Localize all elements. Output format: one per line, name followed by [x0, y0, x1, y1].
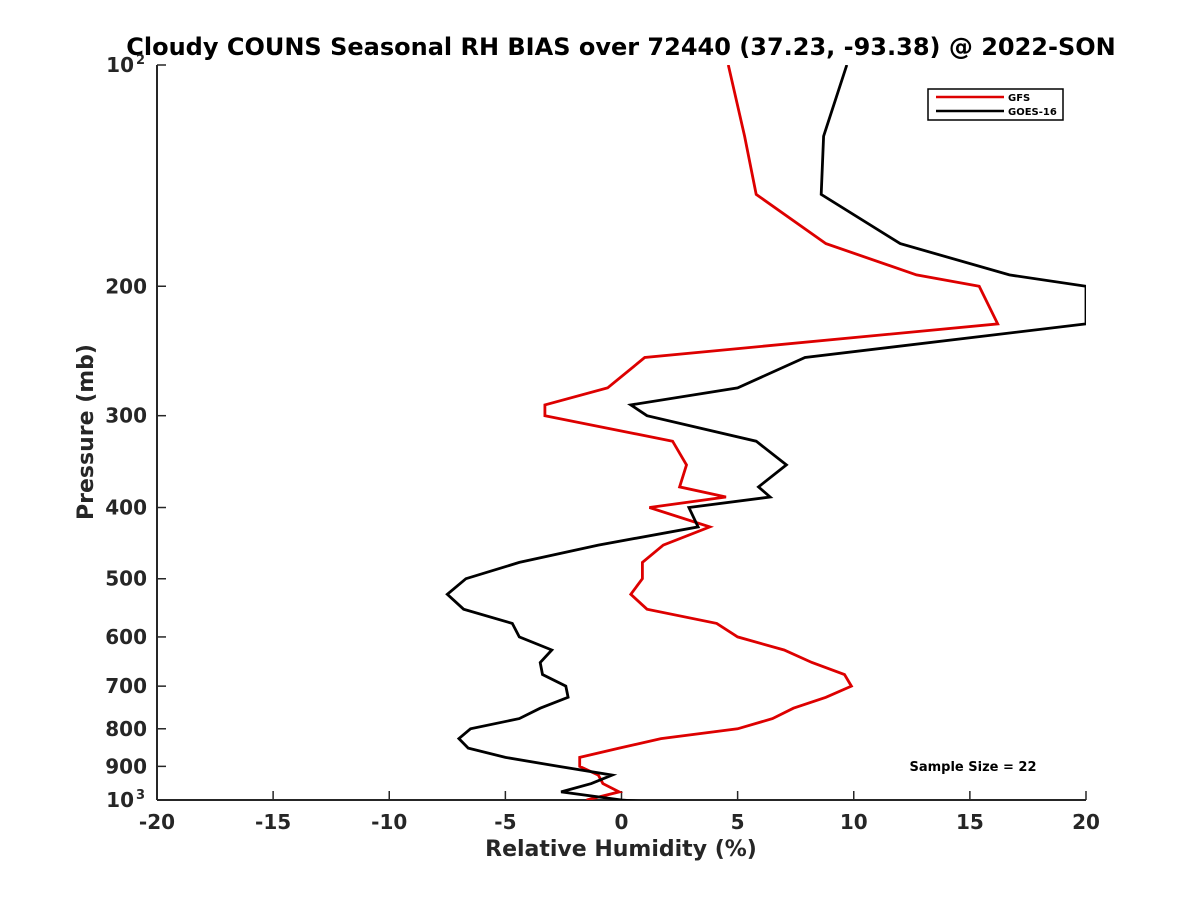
x-tick-label: 5 [731, 810, 745, 834]
y-tick-label: 600 [105, 625, 147, 649]
legend-label-gfs: GFS [1008, 93, 1030, 104]
y-tick-label: 700 [105, 674, 147, 698]
x-axis-label: Relative Humidity (%) [485, 837, 757, 862]
legend-box [927, 88, 1064, 121]
y-tick-label: 300 [105, 404, 147, 428]
x-tick-label: 15 [956, 810, 984, 834]
series-line-goes-16 [445, 65, 1086, 800]
y-tick-label: 900 [105, 754, 147, 778]
y-tick-label: 400 [105, 496, 147, 520]
y-tick-label: 10 [106, 53, 134, 77]
y-axis-label: Pressure (mb) [74, 344, 99, 520]
x-tick-label: -20 [139, 810, 175, 834]
series-line-gfs [543, 65, 1000, 800]
y-tick-label: 10 [106, 788, 134, 812]
y-tick-label: 500 [105, 567, 147, 591]
legend: GFS GOES-16 [927, 88, 1064, 121]
chart-title: Cloudy COUNS Seasonal RH BIAS over 72440… [126, 33, 1115, 61]
x-axis-ticks: -20 -15 -10 -5 0 5 10 15 20 [139, 791, 1100, 834]
x-tick-label: 0 [615, 810, 629, 834]
y-tick-label: 200 [105, 274, 147, 298]
x-tick-label: -10 [371, 810, 407, 834]
x-tick-label: 20 [1072, 810, 1100, 834]
y-tick-label: 800 [105, 717, 147, 741]
sample-size-annotation: Sample Size = 22 [909, 760, 1036, 775]
x-tick-label: -5 [494, 810, 516, 834]
series-layer [445, 65, 1086, 800]
y-tick-exponent: 3 [136, 788, 145, 803]
y-tick-exponent: 2 [136, 53, 145, 68]
x-tick-label: -15 [255, 810, 291, 834]
x-tick-label: 10 [840, 810, 868, 834]
legend-label-goes16: GOES-16 [1008, 107, 1057, 118]
